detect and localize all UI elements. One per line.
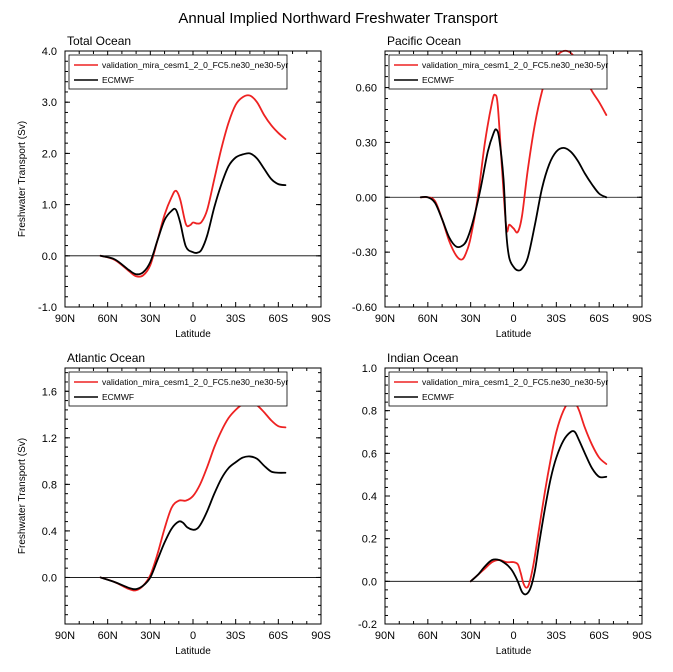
x-tick-label: 30S bbox=[547, 313, 567, 325]
x-tick-label: 30S bbox=[226, 313, 246, 325]
chart-panel-1: Pacific Ocean 90N 60N 30N 0 30S 60S 90S -0.60 -0.… bbox=[352, 34, 652, 340]
legend-label: ECMWF bbox=[422, 75, 454, 85]
x-axis-title: Latitude bbox=[496, 329, 532, 340]
panel-title: Pacific Ocean bbox=[387, 34, 461, 48]
series-line-ecmwf bbox=[99, 455, 287, 591]
x-tick-label: 90N bbox=[375, 313, 395, 325]
chart-panel-2: Atlantic Ocean 90N 60N 30N 0 30S 60S 90S 0.0 0.4 0… bbox=[17, 351, 331, 657]
x-tick-label: 30S bbox=[547, 630, 567, 642]
x-tick-label: 60S bbox=[269, 313, 289, 325]
series-line-model bbox=[99, 400, 287, 592]
y-tick-label: 0.4 bbox=[42, 526, 57, 538]
plot-frame bbox=[64, 50, 322, 308]
series-line-ecmwf bbox=[419, 128, 608, 272]
x-tick-label: 30N bbox=[140, 313, 160, 325]
legend: validation_mira_cesm1_2_0_FC5.ne30_ne30-… bbox=[388, 371, 608, 407]
series-line-model bbox=[99, 94, 287, 278]
legend: validation_mira_cesm1_2_0_FC5.ne30_ne30-… bbox=[68, 371, 288, 407]
x-tick-label: 0 bbox=[510, 313, 516, 325]
legend-label: validation_mira_cesm1_2_0_FC5.ne30_ne30-… bbox=[422, 60, 608, 70]
legend-box bbox=[388, 371, 608, 407]
x-tick-label: 90N bbox=[55, 313, 75, 325]
x-tick-label: 90S bbox=[311, 313, 331, 325]
x-tick-label: 30N bbox=[461, 313, 481, 325]
legend-label: validation_mira_cesm1_2_0_FC5.ne30_ne30-… bbox=[102, 377, 288, 387]
y-tick-label: 1.0 bbox=[42, 200, 57, 212]
x-tick-label: 0 bbox=[510, 630, 516, 642]
y-tick-label: -0.60 bbox=[352, 302, 377, 314]
x-tick-label: 90S bbox=[632, 630, 652, 642]
y-tick-label: 0.4 bbox=[362, 491, 377, 503]
x-tick-label: 0 bbox=[190, 313, 196, 325]
x-tick-label: 90N bbox=[375, 630, 395, 642]
x-tick-label: 60S bbox=[589, 313, 609, 325]
x-tick-label: 30S bbox=[226, 630, 246, 642]
y-tick-label: 0.0 bbox=[362, 576, 377, 588]
x-tick-label: 60S bbox=[589, 630, 609, 642]
legend-label: validation_mira_cesm1_2_0_FC5.ne30_ne30-… bbox=[422, 377, 608, 387]
x-tick-label: 60S bbox=[269, 630, 289, 642]
y-tick-label: 0.0 bbox=[42, 251, 57, 263]
x-tick-label: 60N bbox=[98, 313, 118, 325]
x-tick-label: 60N bbox=[98, 630, 118, 642]
legend-box bbox=[68, 371, 288, 407]
y-tick-label: 0.8 bbox=[42, 479, 57, 491]
y-tick-label: 1.6 bbox=[42, 386, 57, 398]
figure-title: Annual Implied Northward Freshwater Tran… bbox=[178, 10, 498, 27]
series-line-ecmwf bbox=[99, 152, 287, 276]
y-tick-label: 0.0 bbox=[42, 572, 57, 584]
legend-label: ECMWF bbox=[102, 75, 134, 85]
y-tick-label: 0.6 bbox=[362, 448, 377, 460]
plot-frame bbox=[384, 50, 643, 308]
x-tick-label: 60N bbox=[418, 630, 438, 642]
panel-title: Atlantic Ocean bbox=[67, 351, 145, 365]
y-tick-label: -0.30 bbox=[352, 247, 377, 259]
panel-title: Total Ocean bbox=[67, 34, 131, 48]
y-axis-title: Freshwater Transport (Sv) bbox=[17, 438, 28, 554]
series-line-model bbox=[469, 398, 608, 589]
legend-label: ECMWF bbox=[422, 392, 454, 402]
panel-title: Indian Ocean bbox=[387, 351, 458, 365]
series-line-ecmwf bbox=[469, 430, 608, 596]
chart-panel-0: Total Ocean 90N 60N 30N 0 30S 60S 90S -1.0 0.0 1.0… bbox=[17, 34, 331, 340]
y-tick-label: 0.2 bbox=[362, 534, 377, 546]
x-tick-label: 0 bbox=[190, 630, 196, 642]
legend-box bbox=[388, 54, 608, 90]
y-tick-label: 0.60 bbox=[356, 83, 377, 95]
y-tick-label: 3.0 bbox=[42, 97, 57, 109]
x-axis-title: Latitude bbox=[175, 646, 211, 657]
x-axis-title: Latitude bbox=[496, 646, 532, 657]
x-tick-label: 30N bbox=[140, 630, 160, 642]
y-tick-label: 2.0 bbox=[42, 148, 57, 160]
y-tick-label: 0.30 bbox=[356, 137, 377, 149]
x-tick-label: 90S bbox=[632, 313, 652, 325]
x-tick-label: 90N bbox=[55, 630, 75, 642]
y-tick-label: -0.2 bbox=[358, 619, 377, 631]
y-tick-label: 1.2 bbox=[42, 433, 57, 445]
y-axis-title: Freshwater Transport (Sv) bbox=[17, 121, 28, 237]
y-tick-label: -1.0 bbox=[38, 302, 57, 314]
y-tick-label: 1.0 bbox=[362, 363, 377, 375]
legend: validation_mira_cesm1_2_0_FC5.ne30_ne30-… bbox=[388, 54, 608, 90]
chart-panel-3: Indian Ocean 90N 60N 30N 0 30S 60S 90S -0.2 0.0 0.… bbox=[358, 351, 652, 657]
legend-label: ECMWF bbox=[102, 392, 134, 402]
y-tick-label: 4.0 bbox=[42, 46, 57, 58]
legend-label: validation_mira_cesm1_2_0_FC5.ne30_ne30-… bbox=[102, 60, 288, 70]
x-tick-label: 30N bbox=[461, 630, 481, 642]
x-tick-label: 60N bbox=[418, 313, 438, 325]
legend: validation_mira_cesm1_2_0_FC5.ne30_ne30-… bbox=[68, 54, 288, 90]
x-tick-label: 90S bbox=[311, 630, 331, 642]
legend-box bbox=[68, 54, 288, 90]
y-tick-label: 0.00 bbox=[356, 192, 377, 204]
series-line-model bbox=[419, 49, 608, 261]
y-tick-label: 0.8 bbox=[362, 406, 377, 418]
x-axis-title: Latitude bbox=[175, 329, 211, 340]
